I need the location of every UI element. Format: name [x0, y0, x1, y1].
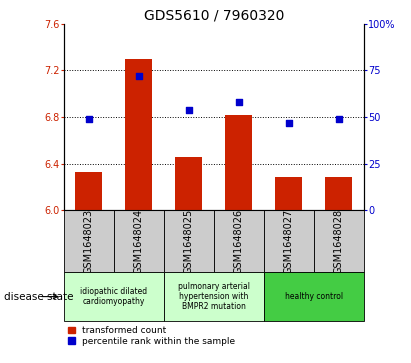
- FancyBboxPatch shape: [164, 272, 264, 321]
- Point: [185, 107, 192, 113]
- Text: healthy control: healthy control: [285, 292, 343, 301]
- Bar: [125, 59, 152, 211]
- Text: GSM1648028: GSM1648028: [334, 209, 344, 274]
- Text: GSM1648025: GSM1648025: [184, 208, 194, 274]
- Text: idiopathic dilated
cardiomyopathy: idiopathic dilated cardiomyopathy: [80, 287, 147, 306]
- FancyBboxPatch shape: [314, 211, 364, 272]
- Text: pulmonary arterial
hypertension with
BMPR2 mutation: pulmonary arterial hypertension with BMP…: [178, 282, 250, 311]
- FancyBboxPatch shape: [264, 272, 364, 321]
- Text: GSM1648024: GSM1648024: [134, 209, 144, 274]
- FancyBboxPatch shape: [114, 211, 164, 272]
- FancyBboxPatch shape: [264, 211, 314, 272]
- Bar: [275, 176, 302, 211]
- Point: [286, 120, 292, 126]
- Text: GSM1648026: GSM1648026: [234, 209, 244, 274]
- Bar: [75, 172, 102, 211]
- Point: [236, 99, 242, 105]
- Title: GDS5610 / 7960320: GDS5610 / 7960320: [143, 8, 284, 23]
- FancyBboxPatch shape: [64, 272, 164, 321]
- Bar: [175, 157, 203, 211]
- Text: disease state: disease state: [4, 291, 74, 302]
- Point: [85, 116, 92, 122]
- Point: [335, 116, 342, 122]
- Text: GSM1648023: GSM1648023: [84, 209, 94, 274]
- Legend: transformed count, percentile rank within the sample: transformed count, percentile rank withi…: [68, 326, 235, 346]
- Bar: [225, 115, 252, 211]
- FancyBboxPatch shape: [164, 211, 214, 272]
- FancyBboxPatch shape: [64, 211, 114, 272]
- Text: GSM1648027: GSM1648027: [284, 208, 294, 274]
- Point: [136, 73, 142, 79]
- Bar: [325, 176, 353, 211]
- FancyBboxPatch shape: [214, 211, 264, 272]
